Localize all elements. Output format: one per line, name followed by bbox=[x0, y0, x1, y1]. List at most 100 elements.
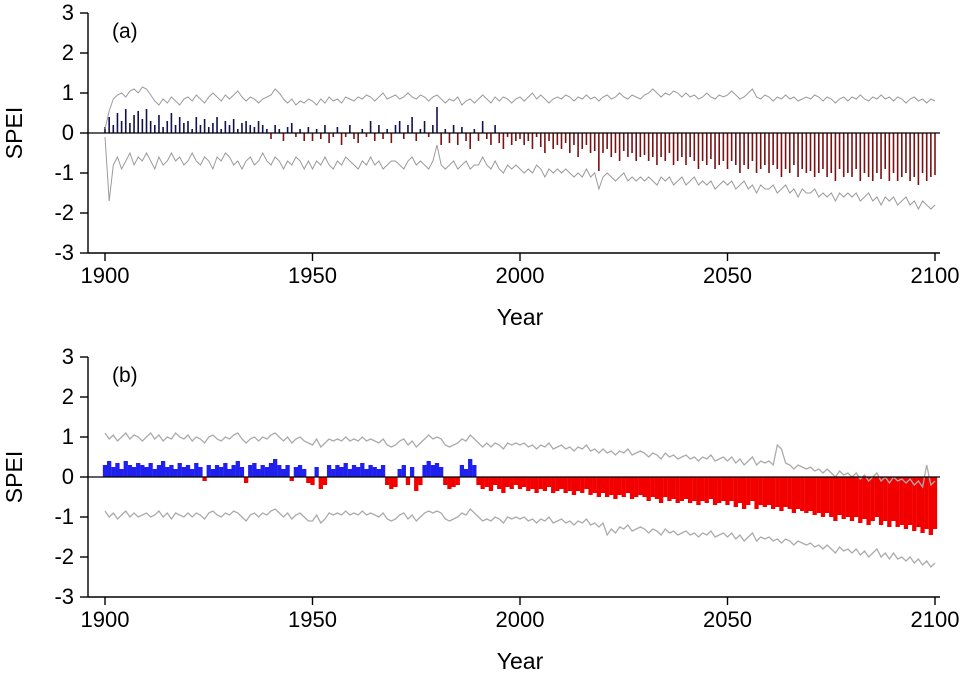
bar bbox=[517, 477, 523, 489]
bar bbox=[365, 133, 368, 137]
bar bbox=[581, 133, 584, 149]
bar bbox=[123, 461, 128, 477]
bar bbox=[925, 133, 928, 181]
bar bbox=[173, 469, 178, 477]
bar bbox=[575, 477, 581, 491]
bar bbox=[652, 133, 654, 157]
bar bbox=[784, 133, 787, 169]
bar bbox=[895, 477, 900, 527]
bar bbox=[808, 477, 813, 511]
bar bbox=[917, 133, 920, 185]
bar bbox=[542, 477, 548, 491]
bar bbox=[717, 477, 722, 503]
bar bbox=[862, 477, 867, 519]
x-tick-label: 2100 bbox=[911, 607, 960, 632]
bar bbox=[851, 133, 853, 177]
bar bbox=[741, 477, 747, 509]
bar bbox=[531, 133, 534, 149]
bar bbox=[664, 133, 667, 161]
bar bbox=[297, 465, 303, 477]
bar bbox=[357, 133, 359, 143]
bar bbox=[876, 133, 878, 173]
bar bbox=[315, 129, 318, 133]
bar bbox=[473, 129, 476, 133]
bar bbox=[403, 133, 405, 139]
bar bbox=[813, 133, 816, 177]
bar bbox=[274, 125, 276, 133]
bar bbox=[108, 117, 110, 133]
bar bbox=[486, 133, 488, 139]
bar bbox=[116, 113, 119, 133]
bar bbox=[261, 125, 264, 133]
bar bbox=[502, 133, 505, 149]
upper-envelope-line bbox=[104, 432, 936, 489]
bar bbox=[522, 477, 527, 487]
bar bbox=[335, 465, 340, 477]
y-tick-label: -1 bbox=[54, 504, 74, 529]
bar bbox=[115, 463, 120, 477]
bar bbox=[104, 127, 106, 133]
bar bbox=[934, 133, 936, 175]
bar bbox=[439, 467, 444, 477]
y-axis-title: SPEI bbox=[1, 451, 27, 503]
bar bbox=[569, 133, 571, 153]
bar bbox=[751, 133, 754, 161]
bar bbox=[725, 477, 730, 505]
y-tick-label: 1 bbox=[62, 80, 74, 105]
bar bbox=[928, 477, 933, 535]
bar bbox=[688, 477, 693, 503]
bar bbox=[469, 133, 471, 149]
bar bbox=[519, 133, 521, 139]
bar bbox=[675, 477, 680, 503]
bar bbox=[901, 133, 903, 177]
bar bbox=[527, 133, 530, 141]
bar bbox=[256, 469, 261, 477]
y-tick-label: 2 bbox=[62, 384, 74, 409]
bar bbox=[336, 127, 339, 133]
bar bbox=[571, 477, 577, 495]
bar bbox=[107, 461, 112, 477]
bar bbox=[220, 129, 222, 133]
bar bbox=[461, 127, 463, 133]
bar bbox=[382, 133, 384, 139]
bar bbox=[468, 459, 473, 477]
bar bbox=[602, 133, 604, 153]
bar bbox=[434, 463, 440, 477]
bar bbox=[747, 133, 750, 169]
y-tick-label: 3 bbox=[62, 344, 74, 369]
bar bbox=[174, 125, 177, 133]
bar bbox=[826, 133, 828, 177]
bar bbox=[112, 125, 115, 133]
bar bbox=[430, 465, 435, 477]
bar bbox=[210, 469, 216, 477]
bar bbox=[905, 133, 907, 173]
bar bbox=[169, 465, 174, 477]
bar bbox=[456, 133, 459, 145]
bar bbox=[730, 133, 733, 161]
bar bbox=[440, 133, 442, 145]
bar bbox=[613, 477, 618, 499]
bar bbox=[380, 465, 386, 477]
bar bbox=[854, 477, 859, 517]
bar bbox=[411, 117, 413, 133]
bar bbox=[672, 133, 675, 165]
bar bbox=[841, 477, 846, 519]
bar bbox=[820, 477, 826, 517]
bar bbox=[622, 133, 625, 151]
bar bbox=[538, 477, 543, 489]
panel-b-y-axis bbox=[80, 356, 89, 598]
bar bbox=[170, 113, 173, 133]
bar bbox=[866, 477, 871, 525]
bar bbox=[833, 477, 838, 521]
bar bbox=[376, 469, 382, 477]
bar bbox=[754, 477, 759, 509]
bar bbox=[567, 477, 572, 491]
bar bbox=[903, 477, 909, 529]
bar bbox=[129, 123, 131, 133]
panel-a-envelope-lines bbox=[104, 86, 936, 211]
bar bbox=[560, 133, 563, 149]
bar bbox=[156, 465, 162, 477]
bar bbox=[614, 133, 617, 153]
bar bbox=[476, 477, 481, 485]
bar bbox=[779, 477, 784, 511]
